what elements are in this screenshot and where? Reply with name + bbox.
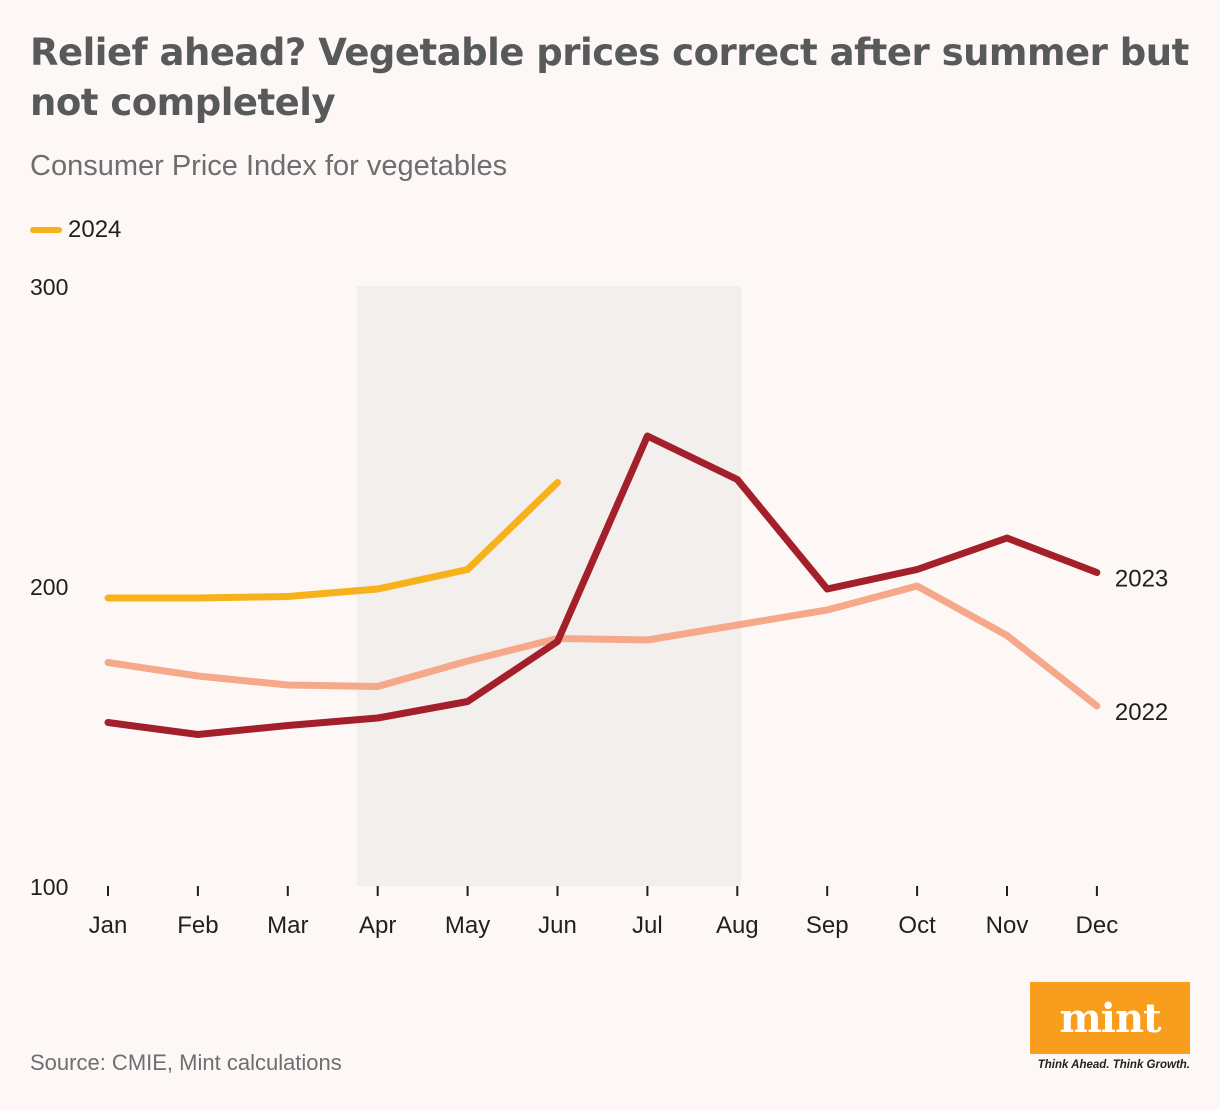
series-line-2023 xyxy=(104,432,1101,738)
y-tick-label-200: 200 xyxy=(30,574,68,600)
series-line-2022 xyxy=(104,582,1101,710)
x-tick-label-nov: Nov xyxy=(986,912,1029,939)
x-tick-label-sep: Sep xyxy=(806,912,849,939)
series-end-label-2023: 2023 xyxy=(1115,566,1168,593)
mint-logo: mint xyxy=(1030,982,1190,1054)
legend-swatch-2024 xyxy=(30,227,62,233)
y-tick-label-100: 100 xyxy=(30,874,68,900)
mint-logo-wordmark: mint xyxy=(1059,994,1161,1042)
series-line-2024 xyxy=(104,479,561,602)
legend: 2024 xyxy=(30,216,121,244)
source-note: Source: CMIE, Mint calculations xyxy=(30,1050,342,1075)
x-tick-label-may: May xyxy=(445,912,490,939)
chart-title: Relief ahead? Vegetable prices correct a… xyxy=(30,31,1189,124)
x-tick-label-aug: Aug xyxy=(716,912,759,939)
series-end-label-2022: 2022 xyxy=(1115,699,1168,726)
y-tick-label-300: 300 xyxy=(30,274,68,300)
x-tick-label-oct: Oct xyxy=(898,912,936,939)
x-tick-label-apr: Apr xyxy=(359,912,396,939)
x-tick-label-jun: Jun xyxy=(538,912,577,939)
x-tick-label-feb: Feb xyxy=(177,912,218,939)
shaded-period-band xyxy=(356,286,742,886)
x-tick-label-dec: Dec xyxy=(1076,912,1119,939)
chart-subtitle: Consumer Price Index for vegetables xyxy=(30,150,508,182)
mint-tagline: Think Ahead. Think Growth. xyxy=(1037,1059,1190,1071)
x-tick-label-jan: Jan xyxy=(89,912,128,939)
x-tick-label-mar: Mar xyxy=(267,912,308,939)
legend-label-2024: 2024 xyxy=(68,216,122,243)
x-tick-label-jul: Jul xyxy=(632,912,663,939)
